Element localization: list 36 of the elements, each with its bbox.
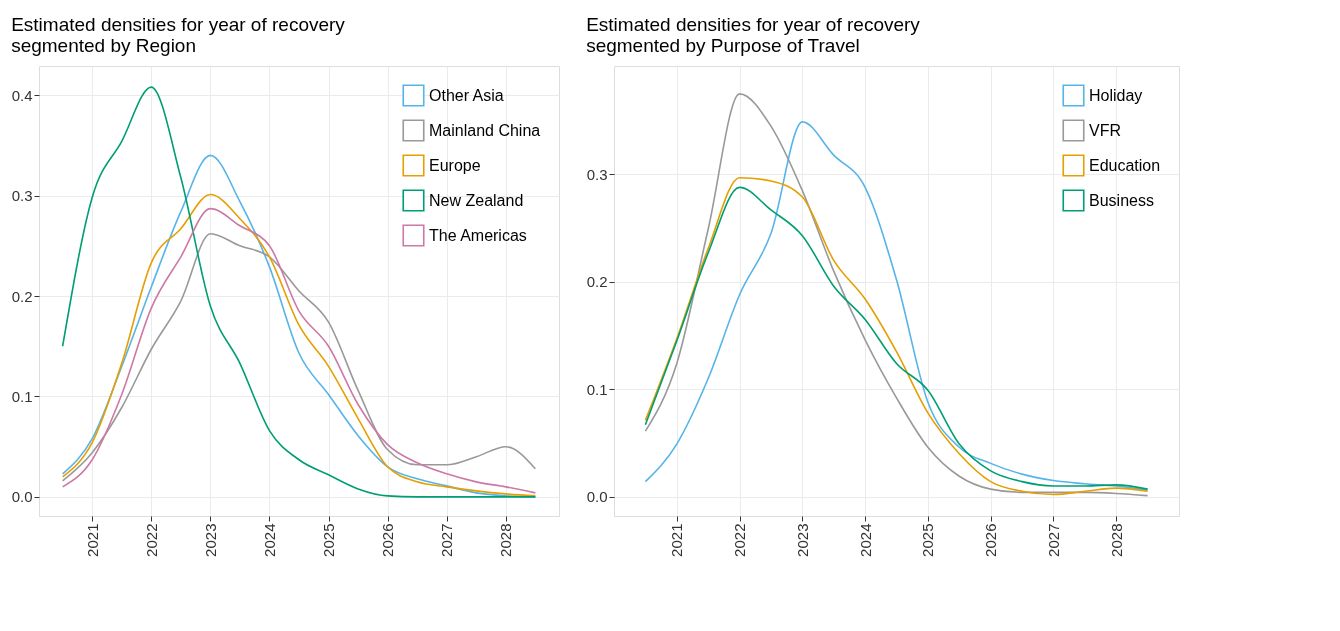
y-tick-label: 0.1 <box>11 387 33 405</box>
x-tick-label: 2022 <box>731 523 749 557</box>
x-tick-label: 2027 <box>1044 523 1062 557</box>
x-tick-label: 2021 <box>83 523 101 557</box>
x-tick-label: 2024 <box>856 523 874 557</box>
x-tick-label: 2023 <box>793 523 811 557</box>
legend-label: New Zealand <box>429 191 524 209</box>
x-tick-label: 2026 <box>379 523 397 557</box>
x-tick-label: 2021 <box>668 523 686 557</box>
x-tick-label: 2024 <box>260 523 278 557</box>
y-tick-label: 0.3 <box>586 165 608 183</box>
legend-label: Mainland China <box>429 121 541 139</box>
legend-label: VFR <box>1089 121 1121 139</box>
y-tick-label: 0.0 <box>11 488 33 506</box>
y-tick-label: 0.3 <box>11 187 33 205</box>
x-tick-label: 2026 <box>982 523 1000 557</box>
x-tick-label: 2028 <box>497 523 515 557</box>
legend-label: Europe <box>429 156 481 174</box>
x-tick-label: 2025 <box>919 523 937 557</box>
y-tick-label: 0.4 <box>11 86 33 104</box>
y-tick-label: 0.2 <box>586 273 608 291</box>
x-tick-label: 2022 <box>142 523 160 557</box>
legend-label: Business <box>1089 191 1154 209</box>
x-tick-label: 2027 <box>438 523 456 557</box>
y-tick-label: 0.2 <box>11 287 33 305</box>
legend-label: The Americas <box>429 226 527 244</box>
legend-label: Holiday <box>1089 86 1143 104</box>
x-tick-label: 2023 <box>201 523 219 557</box>
legend-label: Education <box>1089 156 1161 174</box>
x-tick-label: 2025 <box>320 523 338 557</box>
y-tick-label: 0.1 <box>586 380 608 398</box>
x-tick-label: 2028 <box>1107 523 1125 557</box>
y-tick-label: 0.0 <box>586 488 608 506</box>
legend-label: Other Asia <box>429 86 504 104</box>
chart-title: Estimated densities for year of recovery segmented by Region <box>11 14 346 56</box>
chart-title: Estimated densities for year of recovery segmented by Purpose of Travel <box>586 14 921 56</box>
